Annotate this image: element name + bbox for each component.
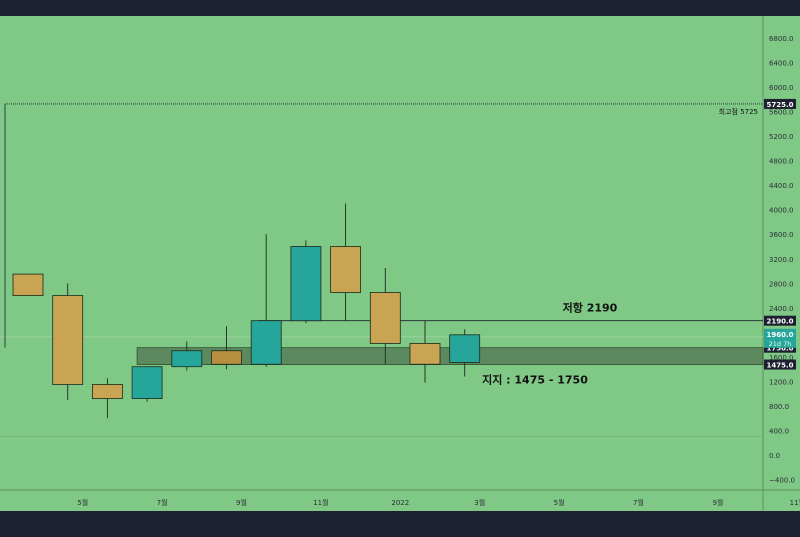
ath-label: 최고점 5725 — [719, 107, 758, 116]
x-tick-label: 7월 — [157, 498, 168, 507]
y-tick-label: 4400.0 — [769, 182, 794, 190]
countdown-label: 21d 7h — [769, 340, 792, 348]
y-tick-label: 3600.0 — [769, 231, 794, 239]
current-price-label: 1960.0 — [766, 331, 793, 339]
x-tick-label: 9월 — [712, 498, 723, 507]
y-tick-label: 800.0 — [769, 403, 789, 411]
candle-body — [409, 342, 441, 365]
price-tag — [764, 98, 796, 109]
candle-body — [250, 320, 282, 365]
candle-body — [369, 292, 401, 344]
candle-body — [290, 246, 322, 322]
x-tick-label: 11월 — [313, 498, 328, 507]
x-tick-label: 9월 — [236, 498, 247, 507]
price-tag-label: 2190.0 — [766, 318, 793, 326]
x-tick-label: 2022 — [391, 499, 409, 507]
candle-body — [330, 246, 362, 293]
y-tick-label: 6800.0 — [769, 35, 794, 43]
y-tick-label: 4800.0 — [769, 158, 794, 166]
time-axis — [0, 490, 800, 511]
x-tick-label: 11월 — [790, 498, 800, 507]
candle-body — [92, 384, 123, 399]
y-tick-label: 400.0 — [769, 427, 789, 435]
resistance-label: 저항 2190 — [563, 301, 618, 315]
x-tick-label: 3월 — [474, 498, 485, 507]
y-tick-label: 1600.0 — [769, 354, 794, 362]
price-tag-label: 1750.0 — [766, 345, 793, 353]
x-tick-label: 7월 — [633, 498, 644, 507]
x-tick-label: 5월 — [77, 498, 88, 507]
y-tick-label: 3200.0 — [769, 256, 794, 264]
price-axis — [763, 16, 800, 490]
y-tick-label: 4000.0 — [769, 207, 794, 215]
y-tick-label: 0.0 — [769, 452, 780, 460]
y-tick-label: 1200.0 — [769, 378, 794, 386]
support-label: 지지 : 1475 - 1750 — [482, 373, 588, 387]
candle-body — [52, 295, 84, 385]
current-price-badge — [764, 328, 796, 348]
price-tag-label: 1475.0 — [766, 362, 793, 370]
x-tick-label: 5월 — [554, 498, 565, 507]
candle-body — [449, 334, 481, 363]
price-tag — [764, 315, 796, 326]
candle-body — [131, 366, 163, 399]
plot-area — [0, 16, 763, 490]
price-tag — [764, 359, 796, 370]
y-tick-label: 2400.0 — [769, 305, 794, 313]
y-tick-label: 2800.0 — [769, 280, 794, 288]
candle-body — [171, 350, 203, 368]
candle-body — [12, 273, 44, 296]
y-tick-label: 6000.0 — [769, 84, 794, 92]
y-tick-label: −400.0 — [769, 477, 795, 485]
y-tick-label: 5600.0 — [769, 109, 794, 117]
price-tag-label: 5725.0 — [766, 101, 793, 109]
candle-body — [211, 350, 242, 365]
y-tick-label: 5200.0 — [769, 133, 794, 141]
y-tick-label: 6400.0 — [769, 60, 794, 68]
